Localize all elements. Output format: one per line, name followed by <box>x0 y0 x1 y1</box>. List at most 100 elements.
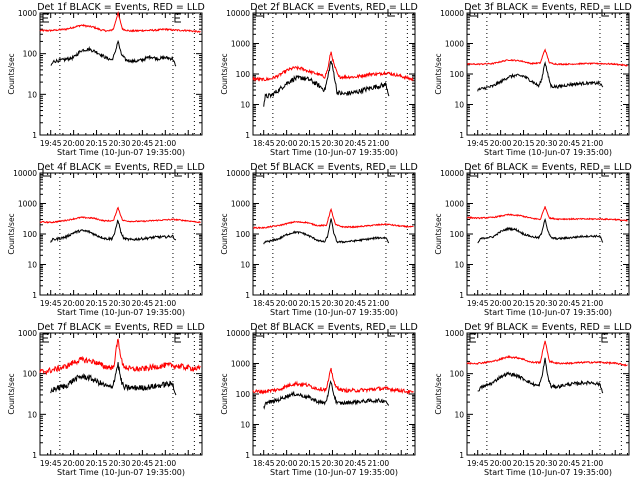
x-tick-label: 21:00 <box>155 299 177 308</box>
x-tick-label: 20:00 <box>276 459 298 468</box>
x-tick-label: 20:45 <box>559 299 581 308</box>
y-tick-label: 100 <box>236 230 251 239</box>
y-tick-label: 1000 <box>18 9 37 18</box>
x-tick-label: 21:00 <box>368 139 390 148</box>
x-axis-label: Start Time (10-Jun-07 19:35:00) <box>57 468 185 477</box>
y-axis-label: Counts/sec <box>220 373 229 414</box>
x-axis-label: Start Time (10-Jun-07 19:35:00) <box>270 148 398 157</box>
y-tick-label: 100 <box>23 370 38 379</box>
x-tick-label: 20:00 <box>490 139 512 148</box>
y-tick-label: 1000 <box>445 40 464 49</box>
lld-series-line <box>252 367 414 396</box>
y-tick-label: 1000 <box>231 360 250 369</box>
attenuator-marker-L <box>255 9 263 17</box>
attenuator-marker-E <box>174 333 181 343</box>
x-tick-label: 20:15 <box>513 139 535 148</box>
x-tick-label: 19:45 <box>40 139 62 148</box>
x-tick-label: 21:00 <box>368 299 390 308</box>
y-axis-label: Counts/sec <box>220 53 229 94</box>
x-tick-label: 21:00 <box>155 139 177 148</box>
x-tick-label: 20:30 <box>109 459 131 468</box>
y-tick-label: 1 <box>459 131 464 140</box>
lld-series-line <box>252 207 414 230</box>
attenuator-marker-E <box>42 333 49 343</box>
y-tick-label: 10 <box>240 421 250 430</box>
y-tick-label: 1000 <box>231 40 250 49</box>
y-tick-label: 100 <box>450 230 465 239</box>
lld-series-line <box>39 206 201 224</box>
y-tick-label: 10 <box>27 90 37 99</box>
x-tick-label: 20:15 <box>86 459 108 468</box>
x-tick-label: 20:00 <box>276 139 298 148</box>
panel-title: Det 5f BLACK = Events, RED = LLD <box>250 162 418 173</box>
panel-title: Det 4f BLACK = Events, RED = LLD <box>37 162 205 173</box>
y-tick-label: 100 <box>450 70 465 79</box>
plot-frame <box>39 12 203 136</box>
attenuator-marker-L <box>469 9 477 17</box>
events-series-line <box>50 39 177 67</box>
y-tick-label: 100 <box>23 230 38 239</box>
lld-series-line <box>39 338 201 376</box>
x-tick-label: 20:00 <box>490 459 512 468</box>
y-tick-label: 1 <box>245 131 250 140</box>
attenuator-marker-L <box>387 329 395 337</box>
x-tick-label: 20:30 <box>322 139 344 148</box>
y-tick-label: 1 <box>245 291 250 300</box>
panel-det-3: Det 3f BLACK = Events, RED = LLD 1 10 100 10… <box>434 2 632 157</box>
x-tick-label: 20:30 <box>109 299 131 308</box>
panel-det-4: Det 4f BLACK = Events, RED = LLD 1 10 100 10… <box>7 162 205 317</box>
panel-title: Det 8f BLACK = Events, RED = LLD <box>250 322 418 333</box>
y-axis-label: Counts/sec <box>7 213 16 254</box>
lld-series-line <box>466 206 628 222</box>
x-tick-label: 20:45 <box>345 299 367 308</box>
plot-frame <box>39 332 203 456</box>
x-tick-label: 20:45 <box>345 459 367 468</box>
lld-series-line <box>39 10 201 34</box>
attenuator-marker-E <box>42 13 49 23</box>
y-tick-label: 10 <box>240 101 250 110</box>
x-axis-label: Start Time (10-Jun-07 19:35:00) <box>484 308 612 317</box>
x-tick-label: 19:45 <box>467 299 489 308</box>
attenuator-marker-L <box>601 169 609 177</box>
x-tick-label: 20:15 <box>86 139 108 148</box>
panel-det-1: Det 1f BLACK = Events, RED = LLD 1 10 100 10… <box>7 2 205 157</box>
x-axis-label: Start Time (10-Jun-07 19:35:00) <box>270 308 398 317</box>
y-tick-label: 1000 <box>18 329 37 338</box>
y-tick-label: 1 <box>32 451 37 460</box>
lld-series-line <box>466 340 628 367</box>
x-tick-label: 21:00 <box>582 459 604 468</box>
x-tick-label: 20:15 <box>513 299 535 308</box>
y-tick-label: 1 <box>32 291 37 300</box>
y-tick-label: 100 <box>236 390 251 399</box>
x-tick-label: 20:00 <box>63 459 85 468</box>
x-tick-label: 20:30 <box>536 459 558 468</box>
y-tick-label: 10 <box>27 410 37 419</box>
panel-det-5: Det 5f BLACK = Events, RED = LLD 1 10 100 10… <box>220 162 418 317</box>
panel-title: Det 1f BLACK = Events, RED = LLD <box>37 2 205 13</box>
x-tick-label: 20:00 <box>63 299 85 308</box>
x-tick-label: 20:00 <box>490 299 512 308</box>
x-axis-label: Start Time (10-Jun-07 19:35:00) <box>270 468 398 477</box>
panel-title: Det 2f BLACK = Events, RED = LLD <box>250 2 418 13</box>
events-series-line <box>263 379 390 410</box>
x-tick-label: 20:15 <box>299 459 321 468</box>
x-axis-label: Start Time (10-Jun-07 19:35:00) <box>57 148 185 157</box>
y-tick-label: 1000 <box>445 200 464 209</box>
attenuator-marker-L <box>174 169 182 177</box>
attenuator-marker-E <box>601 333 608 343</box>
y-tick-label: 1 <box>459 291 464 300</box>
y-tick-label: 1000 <box>445 329 464 338</box>
y-tick-label: 10000 <box>226 9 250 18</box>
plot-frame <box>466 172 630 296</box>
events-series-line <box>263 60 390 107</box>
y-axis-label: Counts/sec <box>220 213 229 254</box>
x-tick-label: 20:15 <box>86 299 108 308</box>
panel-det-8: Det 8f BLACK = Events, RED = LLD 1 10 100 10… <box>220 322 418 477</box>
y-tick-label: 10 <box>454 101 464 110</box>
x-tick-label: 20:15 <box>513 459 535 468</box>
y-tick-label: 10000 <box>440 9 464 18</box>
x-tick-label: 20:15 <box>299 299 321 308</box>
lld-series-line <box>466 48 628 67</box>
y-tick-label: 10 <box>240 261 250 270</box>
